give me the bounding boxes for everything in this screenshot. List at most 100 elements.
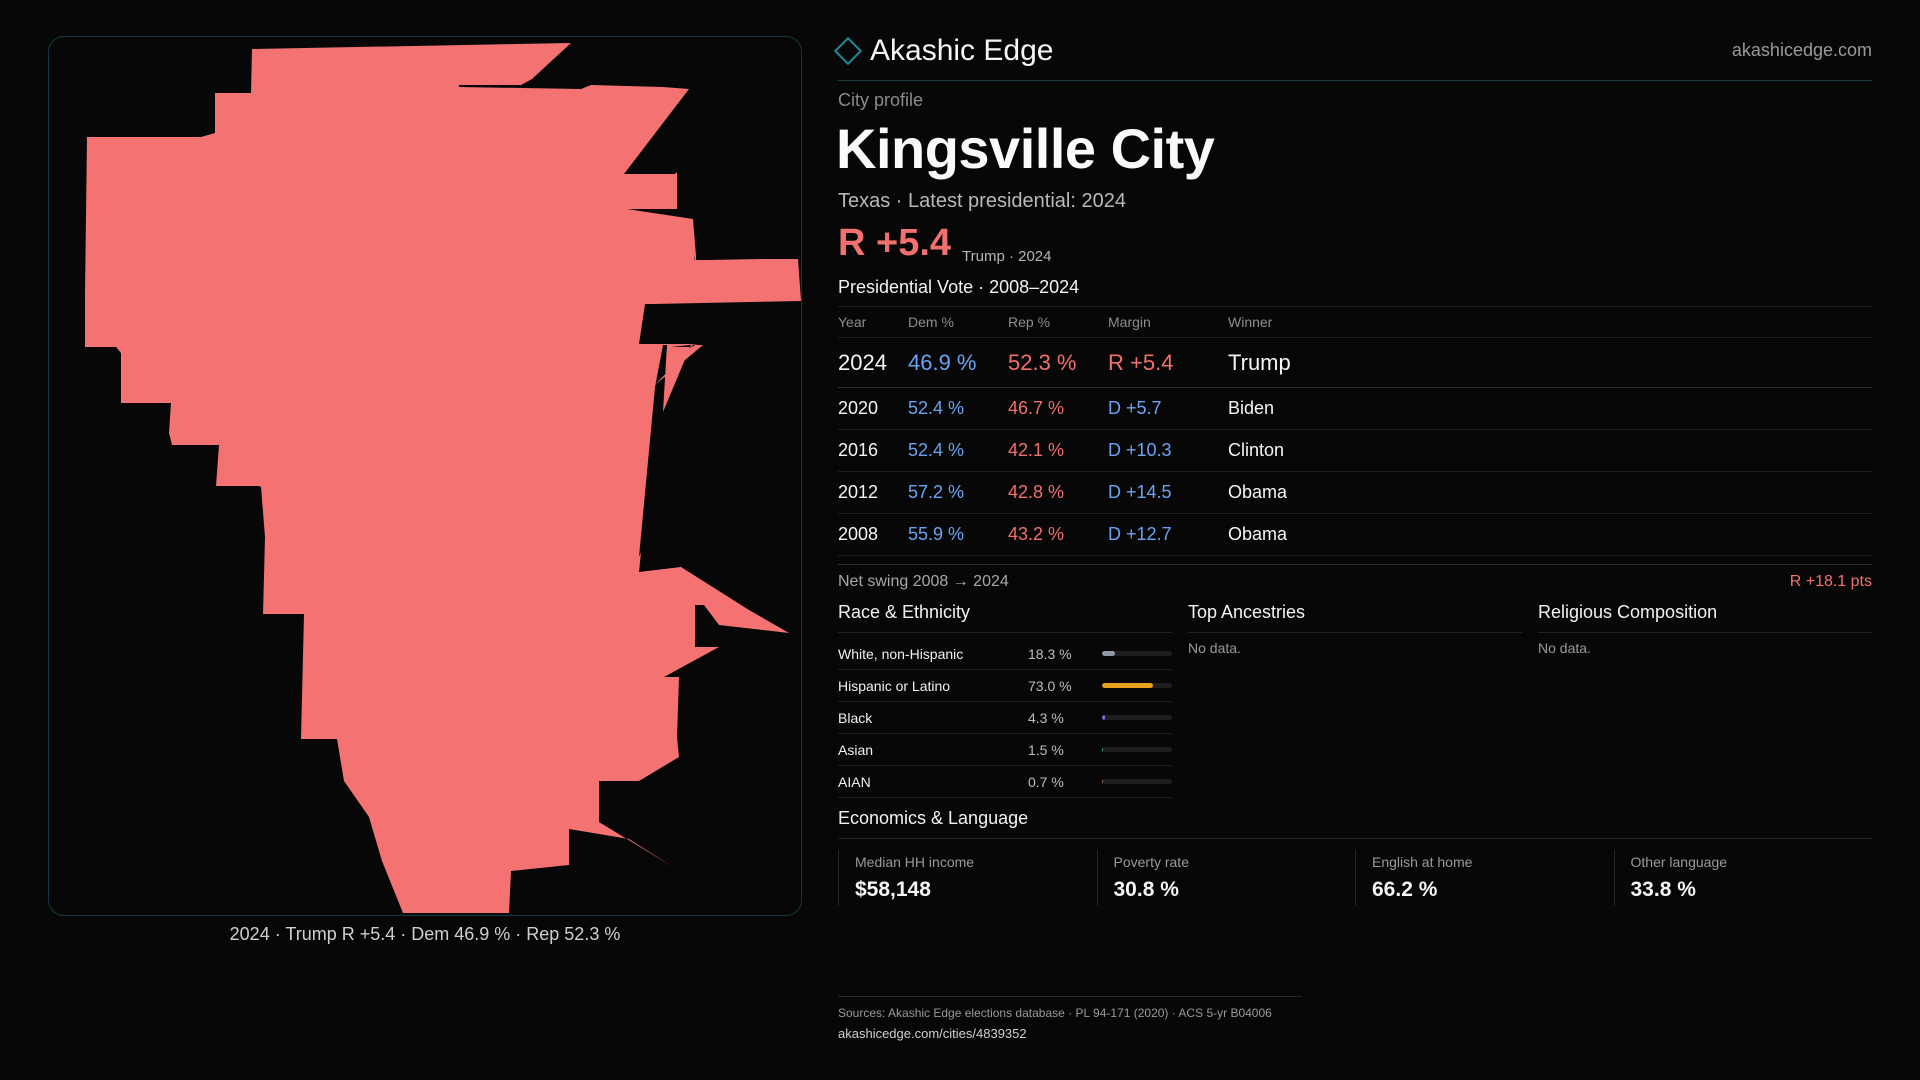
sources-divider [838,996,1302,997]
race-row: Asian 1.5 % [838,734,1172,766]
cell-dem: 57.2 % [908,482,965,502]
race-bar-fill [1102,747,1104,752]
cell-rep: 43.2 % [1008,524,1065,544]
race-bar [1102,747,1172,752]
cell-winner: Biden [1228,398,1275,418]
cell-year: 2016 [838,440,879,460]
cell-year: 2012 [838,482,879,502]
cell-margin: D +12.7 [1108,524,1172,544]
vote-table: Year Dem % Rep % Margin Winner 2024 46.9… [838,306,1872,556]
economics-grid: Median HH income $58,148 Poverty rate 30… [838,850,1872,906]
table-row: 2008 55.9 % 43.2 % D +12.7 Obama [838,514,1872,556]
race-bar [1102,779,1172,784]
cell-margin: D +10.3 [1108,440,1172,460]
race-row: White, non-Hispanic 18.3 % [838,638,1172,670]
ancestries-section-title: Top Ancestries [1188,602,1306,622]
cell-margin: D +5.7 [1108,398,1162,418]
cell-year: 2024 [838,349,887,375]
stat-poverty-rate: Poverty rate 30.8 % [1096,850,1356,906]
table-row: 2016 52.4 % 42.1 % D +10.3 Clinton [838,430,1872,472]
net-swing-value: R +18.1 pts [1789,573,1872,590]
headline-margin-note: Trump · 2024 [962,248,1052,265]
site-link[interactable]: akashicedge.com [1731,40,1872,60]
race-section-title: Race & Ethnicity [838,602,971,622]
cell-rep: 42.8 % [1008,482,1065,502]
cell-winner: Obama [1228,482,1288,502]
race-percent: 4.3 % [1028,709,1064,726]
swing-divider [838,564,1872,565]
cell-dem: 46.9 % [908,349,977,375]
col-winner: Winner [1228,314,1273,330]
race-name: AIAN [838,773,871,790]
sources-text: Sources: Akashic Edge elections database… [838,1006,1272,1020]
cell-rep: 42.1 % [1008,440,1065,460]
stat-value: $58,148 [855,878,931,901]
economics-section-title: Economics & Language [838,808,1029,828]
cell-year: 2008 [838,524,879,544]
race-bar [1102,683,1172,688]
page-kicker: City profile [838,90,924,110]
race-percent: 18.3 % [1028,645,1072,662]
cell-margin: R +5.4 [1108,349,1174,375]
stat-value: 30.8 % [1113,878,1179,901]
race-bar-fill [1102,651,1115,656]
race-percent: 1.5 % [1028,741,1064,758]
ancestries-divider [1188,632,1522,633]
race-bar [1102,651,1172,656]
race-name: Black [838,709,873,726]
race-row: AIAN 0.7 % [838,766,1172,798]
race-bar [1102,715,1172,720]
race-name: Hispanic or Latino [838,677,951,694]
city-boundary-shape [85,43,801,913]
race-bar-fill [1102,779,1104,784]
economics-divider [838,838,1872,839]
stat-value: 66.2 % [1372,878,1438,901]
city-boundary-map [48,36,802,916]
stat-english-at-home: English at home 66.2 % [1355,850,1614,906]
cell-year: 2020 [838,398,879,418]
race-list: White, non-Hispanic 18.3 % Hispanic or L… [838,638,1172,798]
cell-dem: 52.4 % [908,440,965,460]
religion-empty: No data. [1538,640,1591,656]
cell-winner: Clinton [1228,440,1285,460]
page-subtitle: Texas · Latest presidential: 2024 [838,190,1126,212]
header-divider [838,80,1872,81]
source-url-link[interactable]: akashicedge.com/cities/4839352 [838,1026,1027,1041]
table-row: 2024 46.9 % 52.3 % R +5.4 Trump [838,338,1872,388]
cell-rep: 46.7 % [1008,398,1065,418]
vote-table-header: Year Dem % Rep % Margin Winner [838,306,1872,338]
race-percent: 0.7 % [1028,773,1064,790]
race-percent: 73.0 % [1028,677,1072,694]
stat-other-language: Other language 33.8 % [1613,850,1873,906]
stat-label: Poverty rate [1113,854,1189,870]
race-name: White, non-Hispanic [838,645,964,662]
headline-margin: R +5.4 [838,222,952,264]
stat-median-income: Median HH income $58,148 [838,850,1097,906]
map-caption: 2024 · Trump R +5.4 · Dem 46.9 % · Rep 5… [229,924,621,944]
col-margin: Margin [1108,314,1151,330]
race-name: Asian [838,741,874,758]
race-row: Black 4.3 % [838,702,1172,734]
page-title: Kingsville City [836,117,1215,180]
brand-logo-icon [833,36,863,66]
race-bar-fill [1102,683,1154,688]
ancestries-empty: No data. [1188,640,1241,656]
religion-divider [1538,632,1872,633]
net-swing-label: Net swing 2008 → 2024 [838,573,1009,590]
race-row: Hispanic or Latino 73.0 % [838,670,1172,702]
brand[interactable]: Akashic Edge [833,34,1054,68]
stat-label: English at home [1372,854,1473,870]
cell-dem: 52.4 % [908,398,965,418]
stat-label: Median HH income [855,854,975,870]
cell-rep: 52.3 % [1008,349,1077,375]
cell-winner: Trump [1228,349,1291,375]
city-boundary-polygon [85,43,801,913]
table-row: 2020 52.4 % 46.7 % D +5.7 Biden [838,388,1872,430]
race-divider [838,632,1172,633]
stat-label: Other language [1630,854,1728,870]
col-dem: Dem % [908,314,954,330]
brand-name: Akashic Edge [870,34,1054,67]
table-row: 2012 57.2 % 42.8 % D +14.5 Obama [838,472,1872,514]
col-year: Year [838,314,867,330]
cell-margin: D +14.5 [1108,482,1172,502]
